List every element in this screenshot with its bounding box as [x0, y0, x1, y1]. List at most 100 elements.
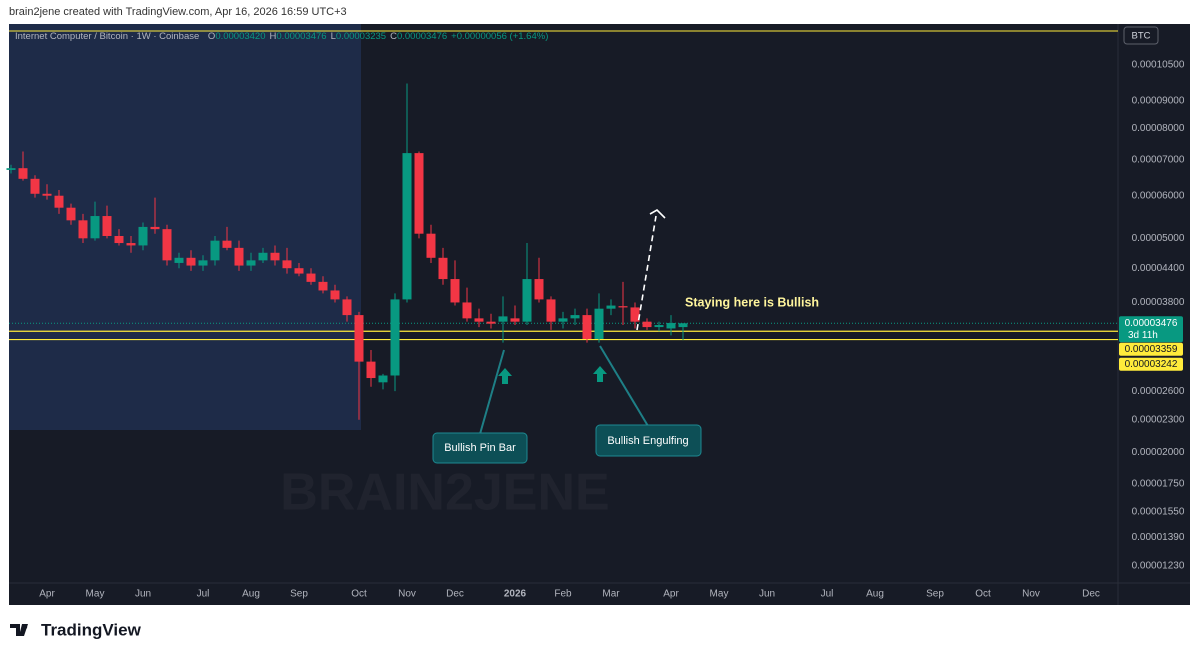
legend-key: L	[331, 31, 336, 42]
x-tick-label: Nov	[398, 589, 416, 600]
shaded-range	[9, 24, 361, 430]
candle-body	[270, 252, 280, 261]
candle-body	[258, 252, 268, 261]
candle-body	[666, 323, 676, 329]
y-tick-label: 0.00001750	[1132, 478, 1185, 489]
x-tick-label: Apr	[39, 589, 55, 600]
x-tick-label: Apr	[663, 589, 679, 600]
annotation: Staying here is Bullish	[685, 295, 819, 309]
candle-body	[618, 306, 628, 308]
candle-body	[114, 235, 124, 244]
candle-body	[54, 195, 64, 208]
x-tick-label: Sep	[926, 589, 944, 600]
callout-line	[479, 349, 505, 435]
legend-value: 0.00003235	[336, 31, 386, 42]
candle-body	[150, 226, 160, 230]
candle-body	[282, 260, 292, 269]
candle-body	[414, 153, 424, 234]
candle-body	[462, 302, 472, 319]
candle-body	[654, 325, 664, 328]
candle-body	[90, 216, 100, 239]
x-tick-label: Jun	[759, 589, 775, 600]
candle-body	[126, 243, 136, 246]
level-label: 0.00003359	[1125, 344, 1178, 355]
candle-body	[546, 299, 556, 322]
candle-body	[342, 299, 352, 316]
candle-body	[246, 260, 256, 266]
x-tick-label: Feb	[554, 589, 572, 600]
y-tick-label: 0.00006000	[1132, 190, 1185, 201]
x-tick-label: Aug	[866, 589, 884, 600]
candle-body	[6, 168, 16, 170]
candle-body	[174, 257, 184, 263]
candle-body	[234, 247, 244, 266]
y-tick-label: 0.00009000	[1132, 96, 1185, 107]
candle-body	[630, 307, 640, 322]
legend-key: H	[270, 31, 277, 42]
candle-body	[438, 257, 448, 280]
candle-body	[390, 299, 400, 376]
x-tick-label: Dec	[1082, 589, 1100, 600]
x-tick-label: May	[710, 589, 729, 600]
legend-value: 0.00003476	[397, 31, 447, 42]
candle-body	[30, 178, 40, 194]
candle-body	[642, 321, 652, 328]
x-tick-label: Nov	[1022, 589, 1040, 600]
level-label: 0.00003242	[1125, 359, 1178, 370]
legend-value: 0.00003476	[276, 31, 326, 42]
legend-change: +0.00000056 (+1.64%)	[451, 31, 548, 42]
candle-body	[354, 315, 364, 362]
x-tick-label: Mar	[602, 589, 620, 600]
header-text: brain2jene created with TradingView.com,…	[9, 6, 347, 18]
candle-body	[18, 168, 28, 179]
up-arrow	[498, 368, 512, 384]
candle-body	[42, 193, 52, 196]
candle-body	[186, 257, 196, 266]
candle-body	[294, 268, 304, 274]
last-price-box	[1119, 316, 1183, 343]
up-arrow	[593, 366, 607, 382]
y-tick-label: 0.00003800	[1132, 297, 1185, 308]
y-tick-label: 0.00004400	[1132, 263, 1185, 274]
x-tick-label: Sep	[290, 589, 308, 600]
candle-body	[558, 318, 568, 322]
currency-box[interactable]	[1123, 26, 1159, 45]
candle-body	[198, 260, 208, 266]
candle-body	[426, 233, 436, 258]
candle-body	[306, 273, 316, 282]
candle-body	[378, 375, 388, 383]
candle-body	[486, 321, 496, 324]
candle-body	[102, 216, 112, 236]
logo-icon	[22, 624, 28, 630]
candle-body	[66, 207, 76, 221]
legend-key: C	[390, 31, 397, 42]
callout-box	[595, 424, 702, 457]
y-tick-label: 0.00001550	[1132, 507, 1185, 518]
candle-body	[474, 318, 484, 322]
candle-body	[570, 315, 580, 319]
candle-body	[450, 279, 460, 303]
footer-text: TradingView	[41, 620, 142, 639]
callout-line	[599, 345, 649, 427]
y-tick-label: 0.00002300	[1132, 414, 1185, 425]
projection-arrow-head	[649, 209, 666, 219]
x-tick-label: Jul	[197, 589, 210, 600]
candle-body	[510, 318, 520, 322]
footer-logo: TradingView	[10, 620, 142, 639]
candle-body	[678, 323, 688, 328]
candle-body	[162, 229, 172, 261]
level-label-box	[1119, 342, 1183, 356]
currency[interactable]: BTC	[1132, 31, 1151, 42]
x-tick-label: 2026	[504, 589, 527, 600]
annotation: Bullish Engulfing	[607, 435, 688, 447]
x-tick-label: Aug	[242, 589, 260, 600]
candle-body	[498, 316, 508, 322]
y-tick-label: 0.00002600	[1132, 386, 1185, 397]
countdown-label: 3d 11h	[1128, 330, 1158, 341]
last-price-label: 0.00003476	[1125, 318, 1178, 329]
x-tick-label: Jun	[135, 589, 151, 600]
x-tick-label: Oct	[351, 589, 367, 600]
candle-body	[594, 308, 604, 339]
candle-body	[606, 305, 616, 309]
